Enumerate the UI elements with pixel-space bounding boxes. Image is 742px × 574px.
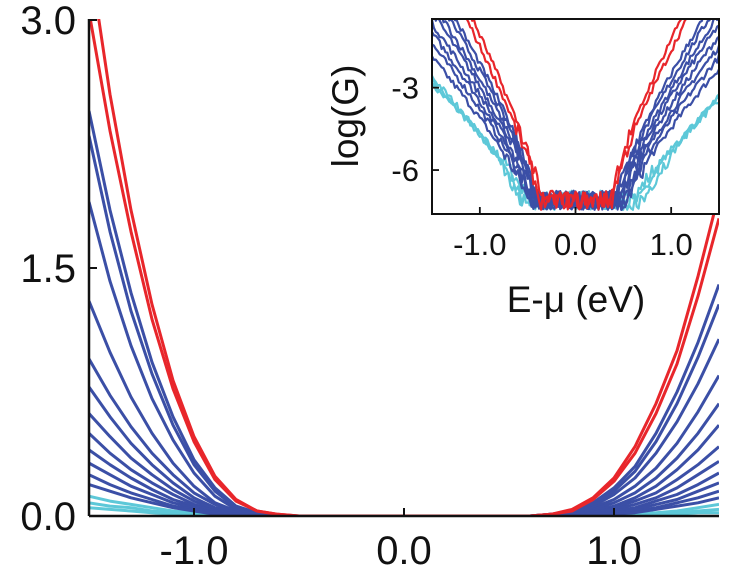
inset-series-line-13: [470, 19, 683, 211]
main-x-tick-label: 1.0: [586, 529, 642, 573]
main-x-tick-label: -1.0: [160, 529, 229, 573]
main-series-line-3: [89, 110, 719, 516]
main-y-tick-label: 3.0: [20, 0, 76, 43]
main-series-line-8: [89, 386, 719, 516]
inset-y-tick-label: -3: [391, 71, 419, 106]
main-y-tick-label: 0.0: [20, 495, 76, 539]
main-series-line-2: [89, 19, 719, 516]
main-tick-labels: 0.0 1.5 3.0 -1.0 0.0 1.0: [20, 0, 641, 573]
inset-x-tick-label: 0.0: [554, 227, 597, 262]
inset-x-tick-label: -1.0: [453, 227, 506, 262]
main-series-line-5: [89, 201, 719, 516]
inset-background: [432, 19, 719, 214]
inset-axes: [431, 18, 720, 215]
inset-y-axis-title: log(G): [325, 65, 366, 168]
main-series-line-4: [89, 135, 719, 516]
main-y-tick-label: 1.5: [20, 247, 76, 291]
main-series-line-1: [97, 19, 719, 516]
main-chart: 0.0 1.5 3.0 -1.0 0.0 1.0: [20, 0, 719, 573]
main-axes: [87, 19, 719, 518]
inset-y-tick-label: -6: [391, 153, 419, 188]
main-series-line-9: [89, 412, 719, 516]
main-series-line-6: [89, 300, 719, 516]
inset-x-axis-title: E-μ (eV): [507, 279, 646, 320]
inset-tick-labels: -3 -6 -1.0 0.0 1.0: [391, 71, 692, 262]
inset-chart: -3 -6 -1.0 0.0 1.0 E-μ (eV) log(G): [325, 18, 720, 320]
main-series-line-7: [89, 358, 719, 516]
main-x-tick-label: 0.0: [376, 529, 432, 573]
inset-series-group: [432, 19, 719, 211]
inset-x-tick-label: 1.0: [650, 227, 693, 262]
